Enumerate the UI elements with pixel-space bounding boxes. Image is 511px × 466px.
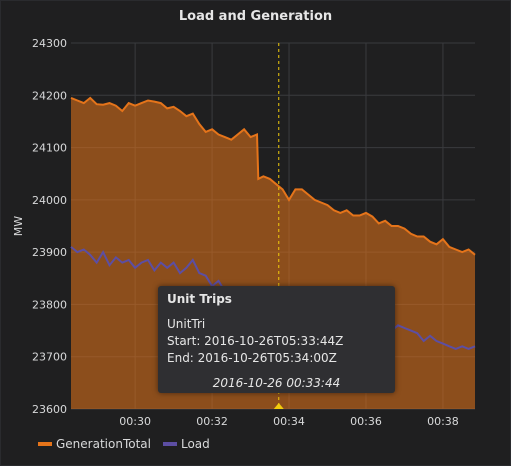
legend-label-load: Load	[180, 437, 210, 451]
tooltip-title: Unit Trips	[167, 292, 232, 306]
legend-label-generation: GenerationTotal	[56, 437, 151, 451]
panel-title[interactable]: Load and Generation	[178, 9, 333, 24]
annotation-tooltip: Unit Trips UnitTri Start: 2016-10-26T05:…	[158, 286, 395, 393]
x-tick-label: 00:38	[427, 415, 459, 428]
series-line-generation	[70, 96, 476, 256]
legend-item-generation[interactable]: GenerationTotal	[38, 437, 151, 451]
y-tick-label: 23900	[32, 246, 67, 259]
tooltip-start: Start: 2016-10-26T05:33:44Z	[167, 334, 344, 348]
tooltip-end: End: 2016-10-26T05:34:00Z	[167, 351, 337, 365]
y-tick-label: 24000	[32, 194, 67, 207]
legend-swatch-load	[162, 442, 177, 446]
x-tick-label: 00:32	[196, 415, 228, 428]
x-tick-label: 00:34	[273, 415, 305, 428]
legend: GenerationTotal Load	[38, 437, 210, 451]
tooltip-time: 2016-10-26 00:33:44	[212, 376, 341, 390]
legend-swatch-generation	[38, 442, 52, 446]
y-tick-label: 23600	[32, 403, 67, 416]
annotation-marker	[273, 403, 284, 409]
y-tick-label: 23700	[32, 351, 67, 364]
x-tick-label: 00:30	[119, 415, 151, 428]
legend-item-load[interactable]: Load	[162, 437, 210, 451]
y-tick-label: 24100	[32, 142, 67, 155]
y-tick-label: 23800	[32, 298, 67, 311]
x-tick-label: 00:36	[350, 415, 382, 428]
y-tick-label: 24300	[32, 37, 67, 50]
y-axis-label: MW	[12, 216, 25, 236]
y-tick-label: 24200	[32, 89, 67, 102]
tooltip-text: UnitTri	[167, 317, 206, 331]
